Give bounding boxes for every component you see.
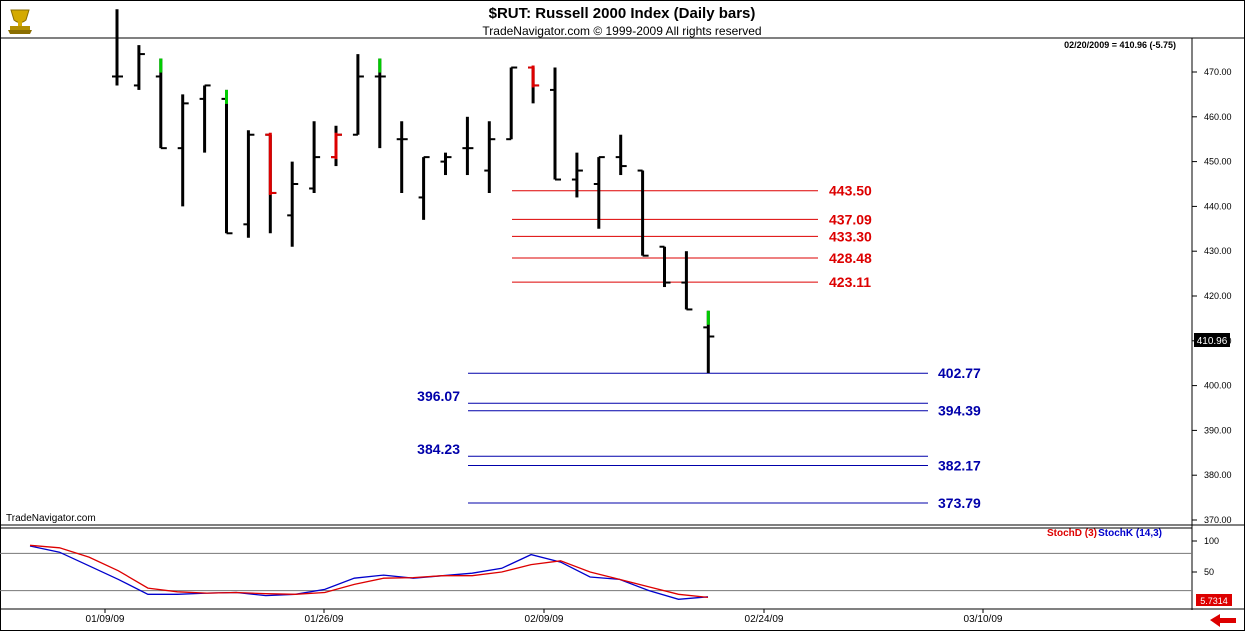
price-bar — [352, 54, 364, 136]
price-bar — [681, 251, 693, 311]
price-tick-label: 420.00 — [1204, 291, 1232, 301]
price-bar — [287, 161, 299, 247]
price-bar — [593, 156, 605, 229]
copyright-text: TradeNavigator.com © 1999-2009 All right… — [482, 24, 761, 38]
date-tick-label: 01/09/09 — [86, 614, 125, 625]
price-bar — [155, 58, 167, 150]
price-bar — [703, 310, 715, 374]
resistance-label: 428.48 — [829, 250, 872, 266]
price-bar — [309, 121, 321, 193]
price-bar — [440, 152, 452, 176]
price-bar — [112, 9, 123, 86]
price-tick-label: 430.00 — [1204, 246, 1232, 256]
stoch-tick-label: 100 — [1204, 536, 1219, 546]
price-bar — [221, 89, 233, 235]
price-bar — [528, 65, 540, 104]
price-tick-label: 380.00 — [1204, 470, 1232, 480]
price-bar — [418, 156, 430, 220]
resistance-label: 433.30 — [829, 228, 872, 244]
date-tick-label: 03/10/09 — [964, 614, 1003, 625]
price-tick-label: 370.00 — [1204, 515, 1232, 525]
price-bar — [177, 94, 189, 207]
support-label: 373.79 — [938, 495, 981, 511]
price-bar — [265, 132, 277, 234]
stoch-d-line — [29, 544, 709, 599]
price-tick-label: 470.00 — [1204, 67, 1232, 77]
price-bar — [374, 58, 386, 149]
price-tick-label: 400.00 — [1204, 381, 1232, 391]
stoch-k-legend: StochK (14,3) — [1098, 528, 1162, 539]
price-bar — [637, 169, 649, 257]
trophy-icon[interactable] — [6, 4, 34, 34]
last-quote-label: 02/20/2009 = 410.96 (-5.75) — [1064, 40, 1176, 50]
stoch-tick-label: 50 — [1204, 567, 1214, 577]
price-bar — [484, 121, 496, 193]
chart-title: $RUT: Russell 2000 Index (Daily bars) — [489, 5, 756, 22]
stoch-d-legend: StochD (3) — [1047, 528, 1097, 539]
resistance-label: 437.09 — [829, 211, 872, 227]
watermark-text: TradeNavigator.com — [6, 513, 96, 524]
stoch-value-badge: 5.7314 — [1200, 596, 1228, 606]
price-bar — [659, 245, 671, 288]
date-tick-label: 02/24/09 — [745, 614, 784, 625]
support-label: 394.39 — [938, 403, 981, 419]
support-label: 402.77 — [938, 365, 981, 381]
price-bar — [133, 45, 145, 90]
price-bar — [615, 134, 627, 176]
price-bar — [199, 84, 211, 153]
price-bar — [506, 66, 518, 141]
support-label: 382.17 — [938, 457, 981, 473]
last-price-badge: 410.96 — [1197, 336, 1228, 347]
price-bar — [396, 121, 408, 193]
price-tick-label: 390.00 — [1204, 425, 1232, 435]
resistance-label: 423.11 — [829, 274, 871, 290]
resistance-label: 443.50 — [829, 183, 872, 199]
price-bar — [571, 152, 583, 198]
price-bar — [331, 125, 342, 167]
stoch-k-line — [29, 545, 709, 600]
date-tick-label: 02/09/09 — [525, 614, 564, 625]
scroll-left-icon[interactable] — [1206, 613, 1238, 628]
support-label: 384.23 — [417, 441, 460, 457]
price-bar — [243, 130, 255, 238]
price-tick-label: 460.00 — [1204, 112, 1232, 122]
price-tick-label: 440.00 — [1204, 201, 1232, 211]
price-bar — [462, 116, 474, 176]
support-label: 396.07 — [417, 388, 460, 404]
price-tick-label: 450.00 — [1204, 157, 1232, 167]
price-bar — [550, 67, 561, 181]
date-tick-label: 01/26/09 — [305, 614, 344, 625]
